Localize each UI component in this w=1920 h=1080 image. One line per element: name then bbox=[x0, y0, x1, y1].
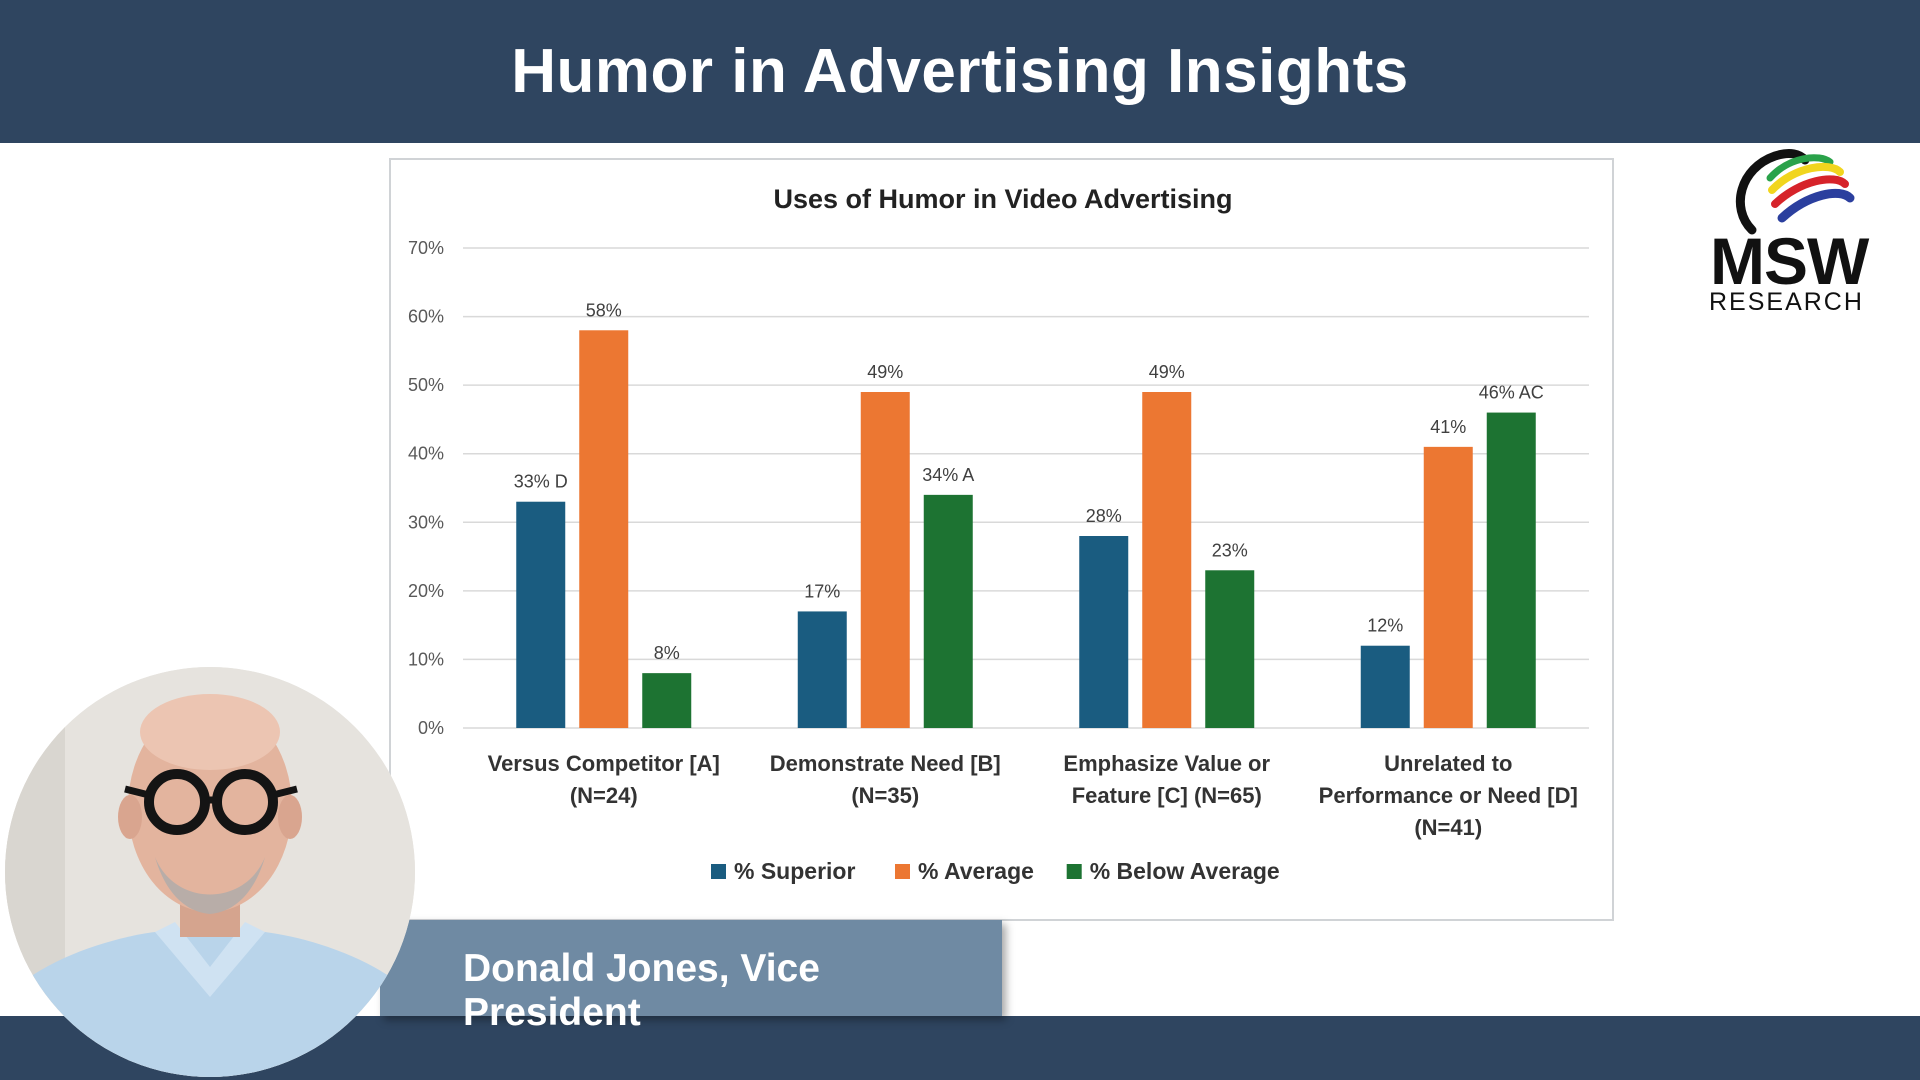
category-label: (N=35) bbox=[851, 783, 919, 808]
category-label: Performance or Need [D] bbox=[1319, 783, 1578, 808]
presenter-name: Donald Jones, Vice President bbox=[463, 947, 820, 1034]
presenter-lower-third: Donald Jones, Vice President bbox=[380, 920, 1002, 1034]
presenter-portrait-icon bbox=[5, 667, 415, 1077]
legend-label: % Superior bbox=[734, 858, 855, 884]
legend-swatch bbox=[895, 864, 910, 879]
bar bbox=[516, 501, 566, 728]
data-label: 46% AC bbox=[1479, 383, 1544, 403]
chart-title: Uses of Humor in Video Advertising bbox=[773, 184, 1232, 214]
data-label: 17% bbox=[804, 581, 840, 601]
bar bbox=[1079, 536, 1129, 728]
category-label: (N=24) bbox=[570, 783, 638, 808]
bar bbox=[797, 611, 847, 728]
data-label: 8% bbox=[654, 643, 680, 663]
data-label: 49% bbox=[1149, 362, 1185, 382]
bar bbox=[1423, 446, 1473, 728]
y-tick-label: 70% bbox=[408, 238, 444, 258]
bar bbox=[642, 673, 692, 728]
logo-wordmark: MSW bbox=[1710, 224, 1869, 298]
bar bbox=[1205, 570, 1255, 728]
y-tick-label: 0% bbox=[418, 718, 444, 738]
data-label: 23% bbox=[1212, 540, 1248, 560]
bar bbox=[860, 392, 910, 728]
y-tick-label: 10% bbox=[408, 649, 444, 669]
legend-label: % Below Average bbox=[1090, 858, 1280, 884]
legend-label: % Average bbox=[918, 858, 1034, 884]
data-label: 12% bbox=[1367, 616, 1403, 636]
data-label: 28% bbox=[1086, 506, 1122, 526]
category-label: Feature [C] (N=65) bbox=[1072, 783, 1262, 808]
category-label: Unrelated to bbox=[1384, 751, 1512, 776]
data-label: 58% bbox=[586, 300, 622, 320]
bar bbox=[1360, 645, 1410, 728]
slide-title: Humor in Advertising Insights bbox=[511, 37, 1409, 106]
bar bbox=[1142, 392, 1192, 728]
category-label: Versus Competitor [A] bbox=[488, 751, 720, 776]
category-label: (N=41) bbox=[1414, 815, 1482, 840]
y-tick-label: 20% bbox=[408, 581, 444, 601]
presenter-video-avatar bbox=[5, 667, 415, 1077]
data-label: 41% bbox=[1430, 417, 1466, 437]
chart-frame: Uses of Humor in Video Advertising 0% 10% 2… bbox=[389, 158, 1614, 921]
legend-swatch bbox=[1066, 864, 1082, 879]
category-label: Emphasize Value or bbox=[1063, 751, 1270, 776]
legend-swatch bbox=[711, 864, 726, 879]
logo-swoosh-icon bbox=[1735, 148, 1855, 235]
y-tick-label: 30% bbox=[408, 512, 444, 532]
data-label: 33% D bbox=[514, 472, 568, 492]
y-tick-label: 40% bbox=[408, 444, 444, 464]
bar-chart: Uses of Humor in Video Advertising 0% 10% 2… bbox=[408, 184, 1589, 884]
bar bbox=[579, 330, 629, 728]
msw-research-logo: MSW RESEARCH bbox=[1700, 148, 1910, 318]
data-label: 49% bbox=[867, 362, 903, 382]
category-label: Demonstrate Need [B] bbox=[770, 751, 1001, 776]
y-tick-label: 50% bbox=[408, 375, 444, 395]
logo-subtitle: RESEARCH bbox=[1709, 288, 1864, 316]
data-label: 34% A bbox=[922, 465, 974, 485]
y-tick-label: 60% bbox=[408, 307, 444, 327]
bar bbox=[1486, 412, 1536, 728]
bar bbox=[923, 494, 973, 728]
title-banner: Humor in Advertising Insights bbox=[0, 0, 1920, 143]
